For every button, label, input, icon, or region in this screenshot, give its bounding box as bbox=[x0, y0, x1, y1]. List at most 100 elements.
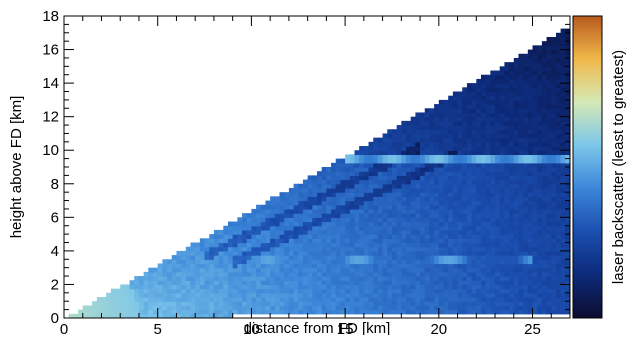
heatmap-cell bbox=[490, 238, 496, 244]
heatmap-cell bbox=[120, 292, 126, 298]
heatmap-cell bbox=[523, 108, 529, 114]
heatmap-cell bbox=[420, 288, 426, 294]
heatmap-cell bbox=[373, 192, 379, 197]
heatmap-cell bbox=[546, 133, 552, 139]
heatmap-cell bbox=[270, 213, 276, 218]
heatmap-cell bbox=[462, 259, 468, 265]
heatmap-cell bbox=[387, 175, 393, 181]
heatmap-cell bbox=[373, 263, 379, 269]
heatmap-cell bbox=[490, 137, 496, 143]
heatmap-cell bbox=[523, 301, 529, 307]
heatmap-cell bbox=[537, 280, 543, 286]
heatmap-cell bbox=[368, 213, 374, 218]
heatmap-cell bbox=[312, 242, 318, 248]
heatmap-cell bbox=[162, 313, 168, 318]
heatmap-cell bbox=[148, 309, 154, 315]
heatmap-cell bbox=[406, 187, 412, 193]
heatmap-cell bbox=[382, 213, 388, 218]
heatmap-cell bbox=[410, 301, 416, 307]
heatmap-cell bbox=[485, 129, 491, 135]
heatmap-cell bbox=[523, 284, 529, 290]
heatmap-cell bbox=[321, 196, 327, 202]
heatmap-cell bbox=[448, 116, 454, 122]
heatmap-cell bbox=[340, 234, 346, 239]
heatmap-cell bbox=[499, 250, 506, 256]
heatmap-cell bbox=[345, 221, 351, 227]
heatmap-cell bbox=[232, 225, 238, 231]
heatmap-cell bbox=[480, 196, 487, 202]
heatmap-cell bbox=[265, 288, 271, 294]
heatmap-cell bbox=[513, 120, 520, 126]
heatmap-cell bbox=[274, 221, 281, 227]
heatmap-cell bbox=[242, 234, 248, 239]
heatmap-cell bbox=[490, 200, 496, 206]
heatmap-cell bbox=[406, 276, 412, 281]
heatmap-cell bbox=[532, 187, 538, 193]
heatmap-cell bbox=[452, 271, 459, 277]
heatmap-cell bbox=[317, 238, 323, 244]
heatmap-cell bbox=[434, 112, 440, 118]
heatmap-cell bbox=[279, 280, 285, 286]
heatmap-cell bbox=[420, 158, 426, 164]
heatmap-cell bbox=[382, 171, 388, 176]
heatmap-cell bbox=[326, 292, 332, 298]
heatmap-cell bbox=[424, 225, 431, 231]
heatmap-cell bbox=[499, 183, 506, 189]
heatmap-cell bbox=[204, 284, 210, 290]
heatmap-cell bbox=[504, 255, 510, 260]
heatmap-cell bbox=[466, 95, 473, 101]
heatmap-cell bbox=[382, 225, 388, 231]
heatmap-cell bbox=[555, 276, 562, 281]
heatmap-cell bbox=[209, 238, 215, 244]
heatmap-cell bbox=[270, 280, 276, 286]
heatmap-cell bbox=[499, 221, 506, 227]
heatmap-cell bbox=[401, 242, 407, 248]
heatmap-cell bbox=[471, 259, 477, 265]
heatmap-cell bbox=[560, 41, 566, 46]
heatmap-cell bbox=[513, 162, 520, 168]
heatmap-cell bbox=[420, 183, 426, 189]
heatmap-cell bbox=[462, 171, 468, 176]
heatmap-cell bbox=[485, 125, 491, 130]
heatmap-cell bbox=[331, 162, 337, 168]
heatmap-cell bbox=[546, 255, 552, 260]
heatmap-cell bbox=[251, 250, 257, 256]
heatmap-cell bbox=[331, 259, 337, 265]
heatmap-cell bbox=[213, 309, 220, 315]
heatmap-cell bbox=[429, 301, 435, 307]
heatmap-cell bbox=[153, 305, 159, 311]
heatmap-cell bbox=[157, 305, 163, 311]
heatmap-cell bbox=[537, 146, 543, 151]
heatmap-cell bbox=[204, 276, 210, 281]
heatmap-cell bbox=[265, 267, 271, 273]
heatmap-cell bbox=[434, 301, 440, 307]
heatmap-cell bbox=[424, 297, 431, 302]
heatmap-cell bbox=[527, 187, 534, 193]
heatmap-cell bbox=[565, 53, 570, 59]
heatmap-cell bbox=[513, 78, 520, 84]
heatmap-cell bbox=[438, 179, 445, 185]
heatmap-cell bbox=[480, 137, 487, 143]
heatmap-cell bbox=[527, 284, 534, 290]
heatmap-cell bbox=[504, 83, 510, 88]
heatmap-cell bbox=[401, 213, 407, 218]
heatmap-cell bbox=[396, 284, 402, 290]
heatmap-cell bbox=[396, 255, 402, 260]
heatmap-cell bbox=[331, 305, 337, 311]
heatmap-cell bbox=[401, 276, 407, 281]
heatmap-cell bbox=[546, 183, 552, 189]
heatmap-cell bbox=[424, 255, 431, 260]
heatmap-cell bbox=[153, 288, 159, 294]
heatmap-cell bbox=[518, 238, 524, 244]
heatmap-cell bbox=[448, 167, 454, 172]
heatmap-cell bbox=[560, 125, 566, 130]
heatmap-cell bbox=[509, 83, 515, 88]
heatmap-cell bbox=[518, 66, 524, 72]
heatmap-cell bbox=[265, 221, 271, 227]
heatmap-cell bbox=[134, 292, 140, 298]
heatmap-cell bbox=[270, 229, 276, 235]
heatmap-cell bbox=[462, 297, 468, 302]
heatmap-cell bbox=[438, 112, 445, 118]
heatmap-cell bbox=[401, 192, 407, 197]
heatmap-cell bbox=[424, 192, 431, 197]
